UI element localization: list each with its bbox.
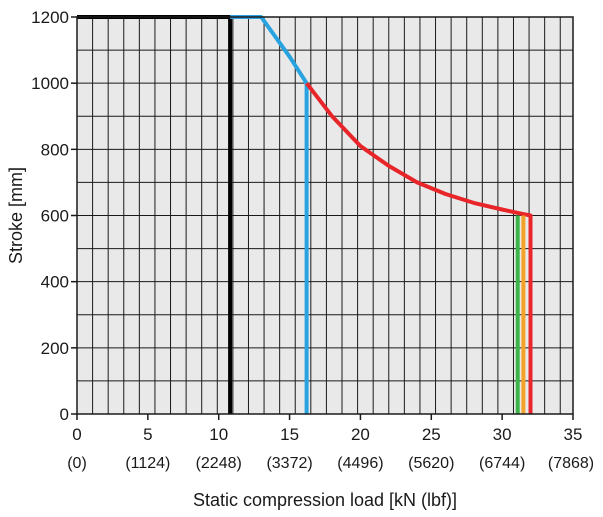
grid bbox=[77, 17, 573, 414]
x-tick-sublabel: (6744) bbox=[479, 455, 525, 472]
x-tick-sublabel: (5620) bbox=[408, 455, 454, 472]
x-axis-ticks: 0 (0) 5 (1124) 10 (2248) 15 (3372) 20 (4496) 25 (56… bbox=[67, 414, 594, 472]
x-axis-title: Static compression load [kN (lbf)] bbox=[193, 490, 457, 510]
y-tick-label: 200 bbox=[41, 339, 69, 358]
y-tick-label: 600 bbox=[41, 207, 69, 226]
x-tick-label: 20 bbox=[351, 425, 370, 444]
y-tick-label: 800 bbox=[41, 140, 69, 159]
x-tick-sublabel: (0) bbox=[67, 455, 87, 472]
x-tick-label: 10 bbox=[209, 425, 228, 444]
x-tick-label: 5 bbox=[143, 425, 152, 444]
x-tick-sublabel: (7868) bbox=[548, 455, 594, 472]
x-tick-sublabel: (2248) bbox=[196, 455, 242, 472]
y-tick-label: 400 bbox=[41, 273, 69, 292]
x-tick-label: 0 bbox=[72, 425, 81, 444]
y-tick-label: 1000 bbox=[31, 74, 69, 93]
x-tick-label: 15 bbox=[280, 425, 299, 444]
x-tick-sublabel: (4496) bbox=[337, 455, 383, 472]
x-tick-label: 30 bbox=[493, 425, 512, 444]
x-tick-label: 25 bbox=[422, 425, 441, 444]
x-tick-sublabel: (3372) bbox=[266, 455, 312, 472]
y-tick-label: 1200 bbox=[31, 8, 69, 27]
y-axis-ticks: 0 200 400 600 800 1000 1200 bbox=[31, 8, 77, 424]
x-tick-sublabel: (1124) bbox=[125, 455, 170, 472]
y-tick-label: 0 bbox=[60, 405, 69, 424]
series-line-2 bbox=[305, 81, 533, 414]
y-axis-title: Stroke [mm] bbox=[6, 167, 26, 264]
x-tick-label: 35 bbox=[564, 425, 583, 444]
